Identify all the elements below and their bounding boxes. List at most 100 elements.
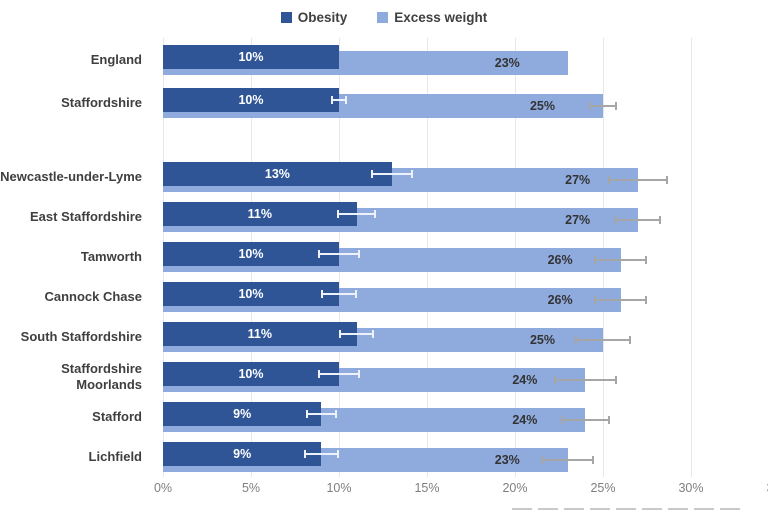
obesity-legend-label: Obesity	[297, 10, 348, 25]
x-axis-tick-label: 15%	[414, 481, 440, 495]
x-axis-tick-label: 25%	[590, 481, 616, 495]
error-bar-cap	[354, 290, 357, 298]
excess-weight-legend-label: Excess weight	[394, 10, 488, 25]
obesity-error-bar	[321, 290, 357, 298]
error-bar-cap	[331, 96, 334, 104]
error-bar-cap	[373, 210, 376, 218]
error-bar-cap	[615, 376, 618, 384]
excess-weight-error-bar	[553, 376, 618, 384]
excess-weight-value-label: 25%	[529, 333, 555, 347]
category-label: Newcastle-under-Lyme	[0, 168, 142, 184]
excess-weight-error-bar	[615, 216, 662, 224]
excess-weight-error-bar	[560, 416, 611, 424]
excess-weight-value-label: 24%	[512, 373, 538, 387]
error-bar-cap	[317, 370, 320, 378]
error-bar-cap	[629, 336, 632, 344]
cropped-bottom-artifact	[512, 508, 745, 510]
obesity-error-bar	[331, 96, 347, 104]
obesity-error-bar	[339, 330, 375, 338]
obesity-error-bar	[317, 370, 361, 378]
x-axis-tick-label: 30%	[678, 481, 704, 495]
excess-weight-value-label: 23%	[494, 453, 520, 467]
error-bar-cap	[370, 170, 373, 178]
obesity-bar: 10%	[163, 282, 339, 306]
obesity-value-label: 10%	[238, 50, 264, 64]
error-bar-cap	[666, 176, 669, 184]
obesity-value-label: 13%	[264, 167, 290, 181]
error-bar-cap	[321, 290, 324, 298]
category-label: Staffordshire	[61, 94, 142, 110]
excess-weight-error-bar	[594, 256, 647, 264]
obesity-legend-swatch	[280, 12, 292, 23]
excess-weight-value-label: 24%	[512, 413, 538, 427]
obesity-value-label: 9%	[233, 447, 252, 461]
error-bar-cap	[594, 256, 597, 264]
obesity-bar: 9%	[163, 402, 322, 426]
excess-weight-error-bar	[541, 456, 595, 464]
error-bar-cap	[317, 250, 320, 258]
obesity-error-bar	[303, 450, 339, 458]
obesity-value-label: 10%	[238, 287, 264, 301]
obesity-bar: 10%	[163, 88, 339, 112]
obesity-bar: 10%	[163, 242, 339, 266]
obesity-error-bar	[370, 170, 413, 178]
error-bar-cap	[358, 370, 361, 378]
x-axis-tick-label: 5%	[241, 481, 261, 495]
error-bar-cap	[615, 216, 618, 224]
obesity-bar: 13%	[163, 162, 392, 186]
error-bar-cap	[644, 256, 647, 264]
excess-weight-error-bar	[574, 336, 632, 344]
error-bar-cap	[608, 176, 611, 184]
category-label: Stafford	[92, 408, 142, 424]
gridline	[691, 38, 692, 477]
error-bar-cap	[335, 410, 338, 418]
obesity-bar: 9%	[163, 442, 322, 466]
obesity-value-label: 9%	[233, 407, 252, 421]
x-axis-tick-label: 10%	[326, 481, 352, 495]
error-bar-cap	[592, 456, 595, 464]
error-bar-cap	[659, 216, 662, 224]
legend: Obesity Excess weight	[0, 10, 768, 25]
legend-item-obesity: Obesity	[280, 10, 348, 25]
excess-weight-value-label: 23%	[494, 56, 520, 70]
excess-weight-error-bar	[594, 296, 647, 304]
excess-weight-value-label: 25%	[529, 99, 555, 113]
error-bar-cap	[644, 296, 647, 304]
excess-weight-value-label: 27%	[565, 213, 591, 227]
category-label: Staffordshire Moorlands	[61, 360, 142, 392]
obesity-value-label: 10%	[238, 93, 264, 107]
excess-weight-value-label: 26%	[547, 293, 573, 307]
error-bar-cap	[615, 102, 618, 110]
error-bar-cap	[594, 296, 597, 304]
excess-weight-legend-swatch	[377, 12, 389, 23]
obesity-error-bar	[337, 210, 376, 218]
obesity-error-bar	[317, 250, 361, 258]
excess-weight-error-bar	[608, 176, 669, 184]
category-label: Tamworth	[80, 248, 142, 264]
obesity-bar: 10%	[163, 362, 339, 386]
error-bar-cap	[574, 336, 577, 344]
error-bar-cap	[305, 410, 308, 418]
x-axis-tick-label: 35%	[766, 481, 768, 495]
error-bar-cap	[372, 330, 375, 338]
excess-weight-value-label: 27%	[565, 173, 591, 187]
x-axis-tick-label: 0%	[153, 481, 173, 495]
error-bar-cap	[303, 450, 306, 458]
error-bar-cap	[339, 330, 341, 338]
category-label: Cannock Chase	[44, 288, 142, 304]
category-label: England	[90, 51, 142, 67]
category-label: Lichfield	[88, 448, 142, 464]
error-bar-cap	[588, 102, 591, 110]
obesity-bar: 10%	[163, 45, 339, 69]
error-bar-cap	[336, 450, 339, 458]
error-bar-cap	[344, 96, 347, 104]
obesity-value-label: 10%	[238, 367, 264, 381]
error-bar-cap	[608, 416, 611, 424]
obesity-value-label: 11%	[247, 327, 272, 341]
legend-item-excess-weight: Excess weight	[377, 10, 487, 25]
excess-weight-error-bar	[588, 102, 618, 110]
error-bar-cap	[410, 170, 413, 178]
error-bar-cap	[337, 210, 340, 218]
obesity-error-bar	[305, 410, 338, 418]
